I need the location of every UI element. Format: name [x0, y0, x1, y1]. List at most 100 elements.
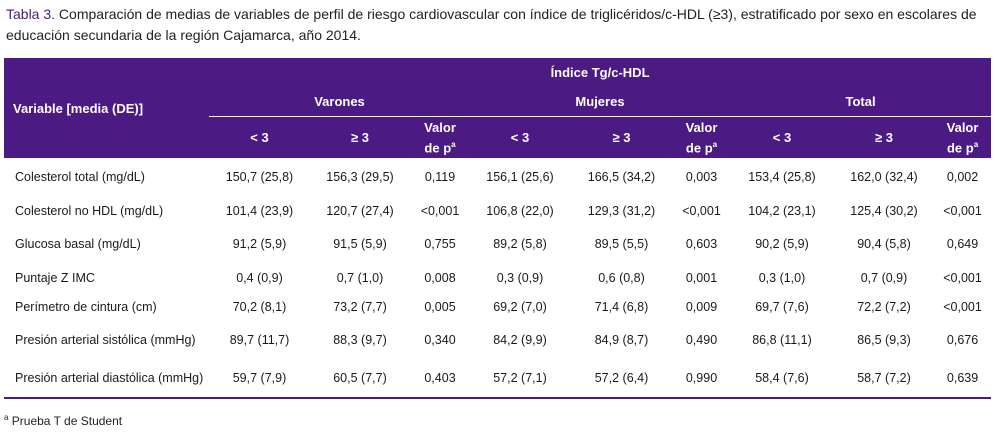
table-row: Glucosa basal (mg/dL) 91,2 (5,9) 91,5 (5… — [4, 225, 991, 263]
footnote-marker: a — [4, 413, 9, 422]
table-row: Puntaje Z IMC 0,4 (0,9) 0,7 (1,0) 0,008 … — [4, 263, 991, 292]
value-cell: 88,3 (9,7) — [333, 333, 387, 347]
value-cell: 57,2 (6,4) — [570, 359, 673, 399]
variable-cell: Glucosa basal (mg/dL) — [15, 237, 141, 251]
pvalue-cell: <0,001 — [943, 270, 982, 285]
value-cell: 86,8 (11,1) — [752, 333, 812, 347]
value-cell: 106,8 (22,0) — [486, 203, 554, 218]
table-row: Colesterol total (mg/dL) 150,7 (25,8) 15… — [4, 158, 991, 196]
pvalue-cell: 0,009 — [685, 299, 718, 314]
pvalue-cell: 0,002 — [946, 170, 979, 184]
pvalue-cell: <0,001 — [420, 203, 460, 218]
pvalue-cell: <0,001 — [943, 203, 982, 218]
value-cell: 58,7 (7,2) — [834, 359, 934, 399]
table-label: Tabla 3. — [6, 6, 56, 22]
value-cell: 71,4 (6,8) — [594, 299, 649, 314]
footnote-text: Prueba T de Student — [8, 414, 123, 428]
header-lt3: < 3 — [730, 116, 834, 158]
pvalue-cell: <0,001 — [943, 299, 982, 314]
value-cell: 0,6 (0,8) — [598, 270, 645, 285]
value-cell: 120,7 (27,4) — [326, 203, 394, 218]
value-cell: 90,4 (5,8) — [857, 237, 911, 251]
pvalue-cell: 0,340 — [424, 333, 456, 347]
value-cell: 125,4 (30,2) — [850, 203, 918, 218]
value-cell: 91,2 (5,9) — [232, 237, 287, 251]
value-cell: 90,2 (5,9) — [755, 237, 809, 251]
value-cell: 104,2 (23,1) — [748, 203, 816, 218]
table-row: Colesterol no HDL (mg/dL) 101,4 (23,9) 1… — [4, 196, 991, 225]
value-cell: 0,7 (0,9) — [860, 270, 908, 285]
pvalue-cell: 0,403 — [410, 359, 470, 399]
value-cell: 59,7 (7,9) — [209, 359, 310, 399]
table-caption: Tabla 3. Comparación de medias de variab… — [6, 4, 991, 46]
header-group-varones: Varones — [209, 87, 470, 117]
value-cell: 101,4 (23,9) — [225, 203, 294, 218]
header-group-mujeres: Mujeres — [470, 87, 730, 117]
header-lt3: < 3 — [470, 116, 570, 158]
pvalue-cell: 0,119 — [424, 170, 456, 184]
value-cell: 0,4 (0,9) — [236, 270, 283, 285]
table-row: Perímetro de cintura (cm) 70,2 (8,1) 73,… — [4, 292, 991, 321]
pvalue-cell: 0,005 — [424, 299, 456, 314]
value-cell: 69,2 (7,0) — [493, 299, 547, 314]
variable-cell: Presión arterial diastólica (mmHg) — [4, 359, 209, 399]
results-table: Variable [media (DE)] Índice Tg/c-HDL Va… — [4, 58, 992, 399]
value-cell: 150,7 (25,8) — [225, 170, 294, 184]
value-cell: 0,7 (1,0) — [336, 270, 384, 285]
pvalue-cell: 0,990 — [673, 359, 730, 399]
header-variable: Variable [media (DE)] — [4, 58, 209, 158]
pvalue-cell: 0,490 — [685, 333, 718, 347]
value-cell: 86,5 (9,3) — [857, 333, 911, 347]
header-ge3: ≥ 3 — [834, 116, 934, 158]
value-cell: 84,2 (9,9) — [493, 333, 547, 347]
header-group-total: Total — [730, 87, 992, 117]
value-cell: 156,3 (29,5) — [326, 170, 394, 184]
header-pvalue: Valor de pa — [673, 116, 730, 158]
value-cell: 162,0 (32,4) — [850, 170, 918, 184]
pvalue-cell: 0,008 — [424, 270, 456, 285]
value-cell: 72,2 (7,2) — [857, 299, 911, 314]
value-cell: 89,7 (11,7) — [229, 333, 290, 347]
variable-cell: Presión arterial sistólica (mmHg) — [15, 333, 196, 347]
table-header: Variable [media (DE)] Índice Tg/c-HDL Va… — [4, 58, 992, 158]
value-cell: 156,1 (25,6) — [486, 170, 554, 184]
pvalue-cell: <0,001 — [682, 203, 721, 218]
header-ge3: ≥ 3 — [570, 116, 673, 158]
variable-cell: Colesterol no HDL (mg/dL) — [15, 203, 164, 218]
pvalue-cell: 0,639 — [934, 359, 992, 399]
table-body: Colesterol total (mg/dL) 150,7 (25,8) 15… — [4, 158, 992, 399]
value-cell: 70,2 (8,1) — [232, 299, 287, 314]
value-cell: 0,3 (0,9) — [496, 270, 544, 285]
header-ge3: ≥ 3 — [310, 116, 410, 158]
table-row: Presión arterial diastólica (mmHg) 59,7 … — [4, 359, 992, 399]
value-cell: 166,5 (34,2) — [587, 170, 656, 184]
value-cell: 73,2 (7,7) — [333, 299, 387, 314]
variable-cell: Perímetro de cintura (cm) — [15, 299, 157, 314]
value-cell: 129,3 (31,2) — [587, 203, 656, 218]
value-cell: 89,5 (5,5) — [594, 237, 649, 251]
variable-cell: Puntaje Z IMC — [15, 270, 95, 285]
table-row: Presión arterial sistólica (mmHg) 89,7 (… — [4, 321, 991, 359]
header-pvalue: Valor de pa — [410, 116, 470, 158]
value-cell: 89,2 (5,8) — [493, 237, 547, 251]
value-cell: 84,9 (8,7) — [594, 333, 649, 347]
pvalue-cell: 0,649 — [946, 237, 979, 251]
value-cell: 153,4 (25,8) — [748, 170, 816, 184]
value-cell: 69,7 (7,6) — [755, 299, 809, 314]
pvalue-cell: 0,001 — [685, 270, 718, 285]
table-footnote: a Prueba T de Student — [4, 413, 122, 428]
header-index: Índice Tg/c-HDL — [209, 58, 992, 87]
pvalue-cell: 0,003 — [685, 170, 718, 184]
value-cell: 60,5 (7,7) — [310, 359, 410, 399]
value-cell: 0,3 (1,0) — [758, 270, 806, 285]
header-pvalue: Valor de pa — [934, 116, 992, 158]
header-index-label: Índice Tg/c-HDL — [550, 65, 650, 80]
header-lt3: < 3 — [209, 116, 310, 158]
value-cell: 58,4 (7,6) — [730, 359, 834, 399]
pvalue-cell: 0,603 — [685, 237, 718, 251]
pvalue-cell: 0,755 — [424, 237, 456, 251]
value-cell: 91,5 (5,9) — [333, 237, 387, 251]
pvalue-cell: 0,676 — [946, 333, 979, 347]
variable-cell: Colesterol total (mg/dL) — [15, 170, 145, 184]
caption-text: Comparación de medias de variables de pe… — [6, 6, 977, 43]
